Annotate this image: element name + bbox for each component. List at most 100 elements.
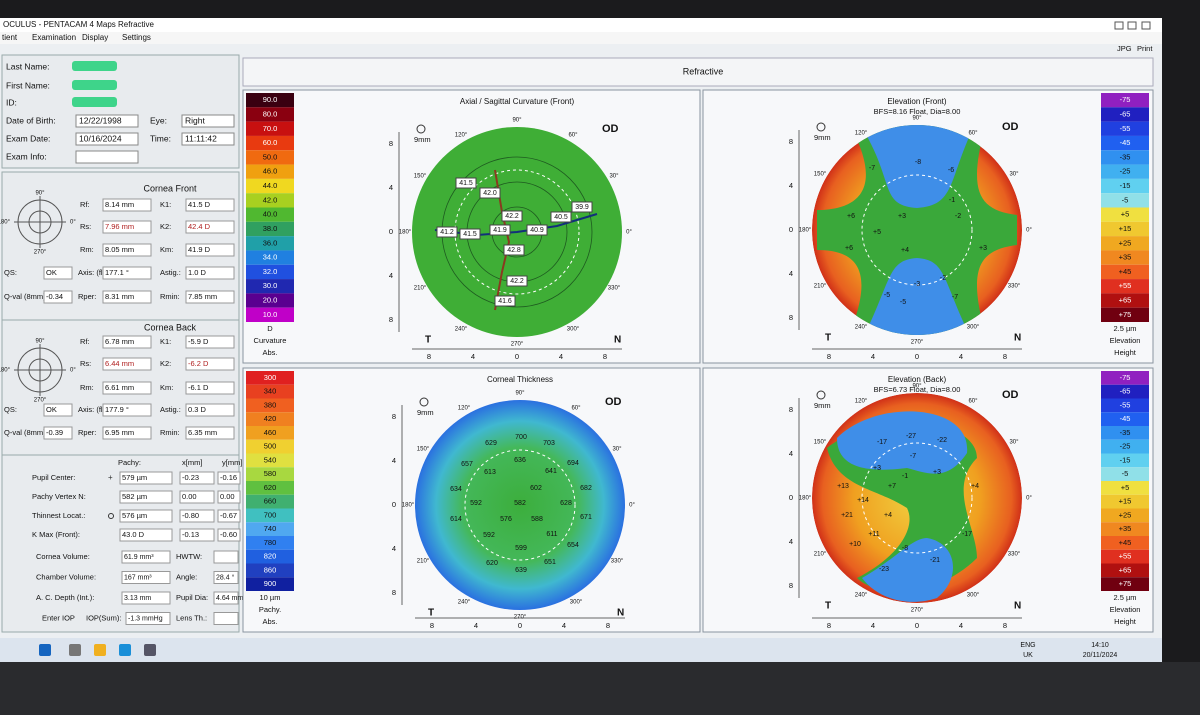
field-value: 41.9 D xyxy=(188,245,211,254)
value-box xyxy=(102,290,152,304)
field-value: 6.44 mm xyxy=(105,359,134,368)
menu-item[interactable]: tient xyxy=(2,33,18,42)
field-label: K1: xyxy=(160,200,171,209)
scale-swatch xyxy=(1101,307,1149,322)
toolbar-button[interactable]: Print xyxy=(1137,44,1153,53)
map-value: -1 xyxy=(902,473,908,480)
scale-value: 30.0 xyxy=(263,281,278,290)
angle-label: 90° xyxy=(512,118,522,124)
angle-label: 0° xyxy=(629,503,635,509)
field-label: Last Name: xyxy=(6,61,49,71)
map-fill xyxy=(415,400,625,610)
angle-label: 30° xyxy=(609,174,619,180)
angle-label: 30° xyxy=(612,447,622,453)
field-label: ID: xyxy=(6,97,17,107)
taskbar-icon[interactable] xyxy=(94,644,106,656)
value-box xyxy=(185,266,235,280)
field-value: -0.34 xyxy=(46,292,63,301)
axis-tick-label: 8 xyxy=(789,581,793,590)
map-value: -8 xyxy=(915,159,921,166)
scale-value: 80.0 xyxy=(263,109,278,118)
field-value: 10/16/2024 xyxy=(79,133,122,143)
scale-value: 340 xyxy=(264,387,277,396)
field-value: 177.1 ° xyxy=(105,268,129,277)
field-value: 8.05 mm xyxy=(105,245,134,254)
field-value: -0.80 xyxy=(182,511,199,520)
zoom-label[interactable]: 9mm xyxy=(414,135,431,144)
map-layers xyxy=(812,125,1022,335)
angle-label: 270° xyxy=(514,615,527,621)
window-control xyxy=(1114,21,1124,30)
field-value: 0.00 xyxy=(220,492,235,501)
scale-swatch xyxy=(246,453,294,468)
scale-value: 860 xyxy=(264,565,277,574)
angle-label: 300° xyxy=(567,327,580,333)
zoom-icon xyxy=(816,390,826,400)
angle-label: 90° xyxy=(912,384,922,390)
map-value: 634 xyxy=(450,486,462,493)
toolbar-button[interactable]: JPG xyxy=(1117,44,1132,53)
axis-tick-label: 8 xyxy=(789,137,793,146)
menu-item[interactable]: Display xyxy=(82,33,108,42)
taskbar-icon[interactable] xyxy=(119,644,131,656)
scale-swatch xyxy=(246,398,294,413)
map-value: 40.5 xyxy=(554,214,568,221)
zoom-label[interactable]: 9mm xyxy=(417,408,434,417)
scale-value: 38.0 xyxy=(263,224,278,233)
zoom-label[interactable]: 9mm xyxy=(814,133,831,142)
scale-value: 90.0 xyxy=(263,95,278,104)
scale-swatch xyxy=(1101,279,1149,294)
field-value: 8.31 mm xyxy=(105,292,134,301)
label-box xyxy=(506,275,528,287)
angle-label: 30° xyxy=(1009,172,1019,178)
value-box xyxy=(121,571,171,584)
scale-swatch xyxy=(246,384,294,399)
field-value: 177.9 ° xyxy=(105,405,129,414)
value-box xyxy=(185,381,235,395)
taskbar-icon[interactable] xyxy=(144,644,156,656)
menu-item[interactable]: Examination xyxy=(32,33,76,42)
taskbar-icon[interactable] xyxy=(69,644,81,656)
map-value: -3 xyxy=(914,281,920,288)
field-label: QS: xyxy=(4,268,17,277)
scale-footer: 2.5 µm xyxy=(1113,593,1136,602)
scale-swatch xyxy=(1101,453,1149,468)
axis-tick-label: 0 xyxy=(518,621,522,630)
field-label: Chamber Volume: xyxy=(36,572,96,581)
scale-footer: Elevation xyxy=(1110,336,1141,345)
scale-swatch xyxy=(246,93,294,108)
map-value: -2 xyxy=(940,275,946,282)
map-value: +4 xyxy=(971,483,979,490)
scale-swatch xyxy=(1101,371,1149,385)
scale-swatch xyxy=(246,577,294,591)
pupil-outline xyxy=(861,174,973,286)
value-box xyxy=(102,381,152,395)
field-label: K Max (Front): xyxy=(32,530,80,539)
redacted-value xyxy=(72,61,117,71)
map-title: Axial / Sagittal Curvature (Front) xyxy=(460,97,575,106)
angle-label: 120° xyxy=(458,406,471,412)
scale-value: -65 xyxy=(1120,109,1131,118)
axis-tick-label: 8 xyxy=(606,621,610,630)
zoom-icon xyxy=(419,397,429,407)
taskbar-icon[interactable] xyxy=(39,644,51,656)
panel-title: Cornea Front xyxy=(143,183,197,193)
clock-time: 14:10 xyxy=(1091,642,1109,649)
menu-item[interactable]: Settings xyxy=(122,33,151,42)
axis-tick-label: 8 xyxy=(789,405,793,414)
scale-swatch xyxy=(1101,439,1149,454)
scale-value: 40.0 xyxy=(263,210,278,219)
value-box xyxy=(102,357,152,371)
angle-label: 150° xyxy=(814,440,827,446)
eye-label: OD xyxy=(1002,121,1019,133)
axis-tick-label: 8 xyxy=(392,588,396,597)
scale-value: -65 xyxy=(1120,387,1131,396)
scale-value: +65 xyxy=(1119,565,1132,574)
angle-label: 30° xyxy=(1009,440,1019,446)
field-label: Exam Date: xyxy=(6,133,50,143)
zoom-label[interactable]: 9mm xyxy=(814,401,831,410)
value-box xyxy=(119,509,173,523)
scale-footer: Elevation xyxy=(1110,605,1141,614)
scale-swatch xyxy=(1101,481,1149,495)
scale-swatch xyxy=(246,426,294,440)
